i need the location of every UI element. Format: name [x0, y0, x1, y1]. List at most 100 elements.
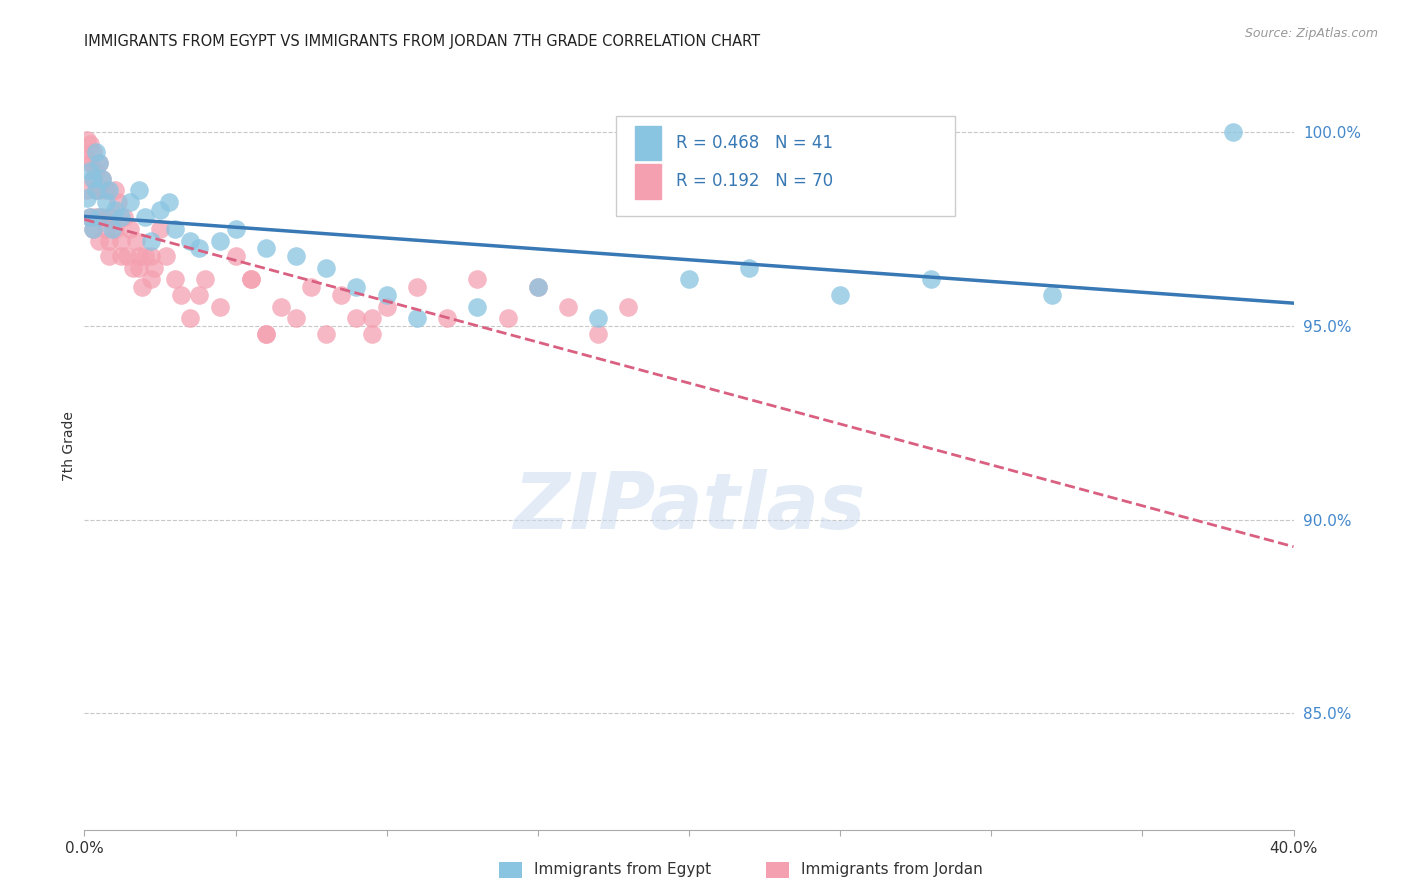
Text: Immigrants from Egypt: Immigrants from Egypt — [534, 863, 711, 877]
Point — [76, 133, 98, 147]
Point — [112, 211, 135, 225]
Text: R = 0.192   N = 70: R = 0.192 N = 70 — [676, 172, 832, 190]
Point — [467, 272, 489, 286]
Point — [209, 300, 232, 314]
Point — [128, 260, 150, 275]
Point — [100, 211, 122, 225]
Point — [82, 222, 104, 236]
Point — [134, 249, 156, 263]
Y-axis label: 7th Grade: 7th Grade — [62, 411, 76, 481]
Point — [239, 272, 262, 286]
Point — [86, 164, 108, 178]
Point — [139, 249, 162, 263]
Point — [315, 326, 337, 341]
Point — [142, 260, 165, 275]
Point — [467, 300, 489, 314]
Point — [179, 311, 201, 326]
Point — [115, 249, 138, 263]
Point — [89, 234, 111, 248]
Point — [134, 211, 156, 225]
Point — [375, 300, 398, 314]
Point — [131, 280, 153, 294]
Point — [678, 272, 700, 286]
Point — [76, 183, 98, 197]
Point — [179, 234, 201, 248]
Point — [188, 241, 211, 255]
Text: 40.0%: 40.0% — [1270, 841, 1317, 856]
Point — [285, 249, 308, 263]
Point — [225, 222, 247, 236]
Point — [346, 280, 368, 294]
Point — [139, 272, 162, 286]
Point — [157, 194, 180, 209]
Point — [104, 183, 127, 197]
Bar — [634, 126, 661, 161]
Text: R = 0.468   N = 41: R = 0.468 N = 41 — [676, 134, 832, 152]
Point — [436, 311, 458, 326]
Point — [225, 249, 247, 263]
Bar — [616, 116, 955, 216]
Point — [254, 326, 277, 341]
Point — [97, 234, 120, 248]
Point — [91, 171, 114, 186]
Point — [360, 311, 382, 326]
Point — [76, 153, 98, 167]
Point — [315, 260, 337, 275]
Point — [406, 311, 429, 326]
Point — [79, 211, 101, 225]
Point — [155, 249, 177, 263]
Point — [79, 211, 101, 225]
Point — [89, 211, 111, 225]
Point — [270, 300, 292, 314]
Point — [299, 280, 322, 294]
Point — [527, 280, 550, 294]
Point — [617, 300, 640, 314]
Point — [346, 311, 368, 326]
Point — [82, 171, 104, 186]
Point — [149, 222, 172, 236]
Point — [1222, 125, 1244, 139]
Point — [110, 249, 132, 263]
Point — [254, 241, 277, 255]
Point — [588, 326, 610, 341]
Point — [82, 145, 104, 159]
Point — [79, 164, 101, 178]
Point — [94, 222, 117, 236]
Point — [170, 288, 193, 302]
Point — [194, 272, 217, 286]
Point — [128, 249, 150, 263]
Point — [91, 211, 114, 225]
Point — [97, 211, 120, 225]
Point — [94, 194, 117, 209]
Point — [121, 260, 143, 275]
Point — [738, 260, 761, 275]
Point — [79, 156, 101, 170]
Point — [100, 222, 122, 236]
Point — [588, 311, 610, 326]
Point — [104, 222, 127, 236]
Point — [110, 234, 132, 248]
Point — [91, 171, 114, 186]
Point — [125, 234, 148, 248]
Point — [82, 222, 104, 236]
Text: ZIPatlas: ZIPatlas — [513, 469, 865, 545]
Text: Source: ZipAtlas.com: Source: ZipAtlas.com — [1244, 27, 1378, 40]
Point — [285, 311, 308, 326]
Point — [94, 183, 117, 197]
Point — [89, 156, 111, 170]
Text: IMMIGRANTS FROM EGYPT VS IMMIGRANTS FROM JORDAN 7TH GRADE CORRELATION CHART: IMMIGRANTS FROM EGYPT VS IMMIGRANTS FROM… — [84, 34, 761, 49]
Point — [97, 183, 120, 197]
Point — [110, 211, 132, 225]
Point — [118, 222, 141, 236]
Point — [89, 156, 111, 170]
Point — [89, 183, 111, 197]
Point — [86, 183, 108, 197]
Point — [86, 183, 108, 197]
Point — [79, 136, 101, 151]
Point — [920, 272, 942, 286]
Text: Immigrants from Jordan: Immigrants from Jordan — [801, 863, 983, 877]
Point — [557, 300, 579, 314]
Point — [360, 326, 382, 341]
Point — [118, 194, 141, 209]
Point — [830, 288, 852, 302]
